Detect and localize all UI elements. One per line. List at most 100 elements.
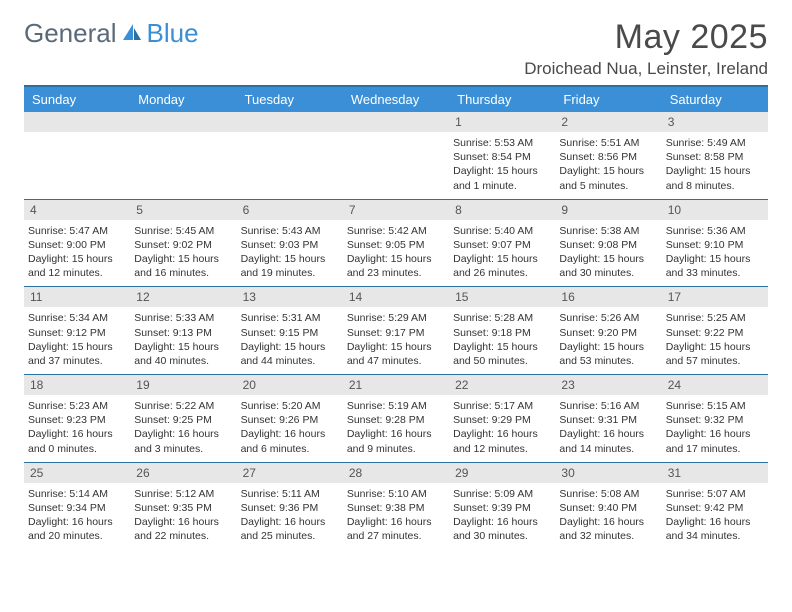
weekday-header: Friday bbox=[555, 87, 661, 112]
day-sunrise: Sunrise: 5:16 AM bbox=[559, 399, 657, 413]
day-number: 17 bbox=[662, 287, 768, 307]
day-cell bbox=[130, 112, 236, 199]
logo-sail-icon bbox=[121, 18, 143, 49]
day-info: Sunrise: 5:11 AMSunset: 9:36 PMDaylight:… bbox=[241, 487, 339, 544]
day-sunrise: Sunrise: 5:22 AM bbox=[134, 399, 232, 413]
day-sunrise: Sunrise: 5:07 AM bbox=[666, 487, 764, 501]
day-sunrise: Sunrise: 5:09 AM bbox=[453, 487, 551, 501]
day-sunset: Sunset: 9:10 PM bbox=[666, 238, 764, 252]
day-number: 4 bbox=[24, 200, 130, 220]
topbar: General Blue May 2025 Droichead Nua, Lei… bbox=[24, 18, 768, 79]
day-sunrise: Sunrise: 5:12 AM bbox=[134, 487, 232, 501]
day-info: Sunrise: 5:29 AMSunset: 9:17 PMDaylight:… bbox=[347, 311, 445, 368]
day-cell: 7Sunrise: 5:42 AMSunset: 9:05 PMDaylight… bbox=[343, 200, 449, 287]
day-sunset: Sunset: 9:26 PM bbox=[241, 413, 339, 427]
day-number: 1 bbox=[449, 112, 555, 132]
day-cell: 22Sunrise: 5:17 AMSunset: 9:29 PMDayligh… bbox=[449, 375, 555, 462]
day-number: 5 bbox=[130, 200, 236, 220]
day-daylight: Daylight: 15 hours and 26 minutes. bbox=[453, 252, 551, 280]
weekday-header: Monday bbox=[130, 87, 236, 112]
day-number: 31 bbox=[662, 463, 768, 483]
day-sunrise: Sunrise: 5:25 AM bbox=[666, 311, 764, 325]
day-info: Sunrise: 5:10 AMSunset: 9:38 PMDaylight:… bbox=[347, 487, 445, 544]
day-number: 20 bbox=[237, 375, 343, 395]
day-info: Sunrise: 5:51 AMSunset: 8:56 PMDaylight:… bbox=[559, 136, 657, 193]
day-daylight: Daylight: 16 hours and 3 minutes. bbox=[134, 427, 232, 455]
day-sunrise: Sunrise: 5:53 AM bbox=[453, 136, 551, 150]
day-sunset: Sunset: 9:35 PM bbox=[134, 501, 232, 515]
day-info: Sunrise: 5:47 AMSunset: 9:00 PMDaylight:… bbox=[28, 224, 126, 281]
day-sunset: Sunset: 9:03 PM bbox=[241, 238, 339, 252]
day-info: Sunrise: 5:15 AMSunset: 9:32 PMDaylight:… bbox=[666, 399, 764, 456]
day-daylight: Daylight: 15 hours and 12 minutes. bbox=[28, 252, 126, 280]
day-sunset: Sunset: 9:20 PM bbox=[559, 326, 657, 340]
day-sunrise: Sunrise: 5:47 AM bbox=[28, 224, 126, 238]
day-number: 14 bbox=[343, 287, 449, 307]
day-sunrise: Sunrise: 5:42 AM bbox=[347, 224, 445, 238]
day-info: Sunrise: 5:42 AMSunset: 9:05 PMDaylight:… bbox=[347, 224, 445, 281]
day-sunset: Sunset: 8:58 PM bbox=[666, 150, 764, 164]
logo-word2: Blue bbox=[147, 18, 199, 49]
day-daylight: Daylight: 16 hours and 34 minutes. bbox=[666, 515, 764, 543]
day-daylight: Daylight: 16 hours and 30 minutes. bbox=[453, 515, 551, 543]
day-daylight: Daylight: 15 hours and 53 minutes. bbox=[559, 340, 657, 368]
day-sunset: Sunset: 9:12 PM bbox=[28, 326, 126, 340]
day-info: Sunrise: 5:53 AMSunset: 8:54 PMDaylight:… bbox=[453, 136, 551, 193]
week-row: 11Sunrise: 5:34 AMSunset: 9:12 PMDayligh… bbox=[24, 286, 768, 374]
day-sunset: Sunset: 9:15 PM bbox=[241, 326, 339, 340]
day-number: 30 bbox=[555, 463, 661, 483]
day-info: Sunrise: 5:28 AMSunset: 9:18 PMDaylight:… bbox=[453, 311, 551, 368]
day-sunrise: Sunrise: 5:20 AM bbox=[241, 399, 339, 413]
day-info: Sunrise: 5:16 AMSunset: 9:31 PMDaylight:… bbox=[559, 399, 657, 456]
day-number: 12 bbox=[130, 287, 236, 307]
day-sunset: Sunset: 9:18 PM bbox=[453, 326, 551, 340]
day-sunrise: Sunrise: 5:33 AM bbox=[134, 311, 232, 325]
day-cell bbox=[237, 112, 343, 199]
day-number: 26 bbox=[130, 463, 236, 483]
day-info: Sunrise: 5:26 AMSunset: 9:20 PMDaylight:… bbox=[559, 311, 657, 368]
weekday-header-row: SundayMondayTuesdayWednesdayThursdayFrid… bbox=[24, 87, 768, 112]
day-sunset: Sunset: 9:32 PM bbox=[666, 413, 764, 427]
day-sunset: Sunset: 9:38 PM bbox=[347, 501, 445, 515]
day-cell: 27 Sunrise: 5:11 AMSunset: 9:36 PMDayligh… bbox=[237, 463, 343, 550]
day-sunset: Sunset: 9:31 PM bbox=[559, 413, 657, 427]
day-sunset: Sunset: 9:39 PM bbox=[453, 501, 551, 515]
day-number: 27 bbox=[237, 463, 343, 483]
day-info: Sunrise: 5:34 AMSunset: 9:12 PMDaylight:… bbox=[28, 311, 126, 368]
logo: General Blue bbox=[24, 18, 199, 49]
day-sunrise: Sunrise: 5:34 AM bbox=[28, 311, 126, 325]
day-info: Sunrise: 5:49 AMSunset: 8:58 PMDaylight:… bbox=[666, 136, 764, 193]
day-number: 16 bbox=[555, 287, 661, 307]
title-block: May 2025 Droichead Nua, Leinster, Irelan… bbox=[524, 18, 768, 79]
day-sunrise: Sunrise: 5:10 AM bbox=[347, 487, 445, 501]
day-sunrise: Sunrise: 5:28 AM bbox=[453, 311, 551, 325]
day-cell: 3Sunrise: 5:49 AMSunset: 8:58 PMDaylight… bbox=[662, 112, 768, 199]
day-number: 10 bbox=[662, 200, 768, 220]
day-sunset: Sunset: 9:23 PM bbox=[28, 413, 126, 427]
day-sunset: Sunset: 9:00 PM bbox=[28, 238, 126, 252]
day-daylight: Daylight: 15 hours and 1 minute. bbox=[453, 164, 551, 192]
day-info: Sunrise: 5:23 AMSunset: 9:23 PMDaylight:… bbox=[28, 399, 126, 456]
day-sunrise: Sunrise: 5:31 AM bbox=[241, 311, 339, 325]
day-cell: 8Sunrise: 5:40 AMSunset: 9:07 PMDaylight… bbox=[449, 200, 555, 287]
day-number: 22 bbox=[449, 375, 555, 395]
month-title: May 2025 bbox=[524, 18, 768, 57]
day-sunrise: Sunrise: 5:36 AM bbox=[666, 224, 764, 238]
day-cell: 20Sunrise: 5:20 AMSunset: 9:26 PMDayligh… bbox=[237, 375, 343, 462]
day-cell: 5Sunrise: 5:45 AMSunset: 9:02 PMDaylight… bbox=[130, 200, 236, 287]
day-daylight: Daylight: 16 hours and 14 minutes. bbox=[559, 427, 657, 455]
weekday-header: Tuesday bbox=[237, 87, 343, 112]
day-number: 25 bbox=[24, 463, 130, 483]
day-sunrise: Sunrise: 5:49 AM bbox=[666, 136, 764, 150]
day-number: 19 bbox=[130, 375, 236, 395]
day-info: Sunrise: 5:25 AMSunset: 9:22 PMDaylight:… bbox=[666, 311, 764, 368]
day-daylight: Daylight: 16 hours and 20 minutes. bbox=[28, 515, 126, 543]
day-info: Sunrise: 5:14 AMSunset: 9:34 PMDaylight:… bbox=[28, 487, 126, 544]
day-sunset: Sunset: 8:56 PM bbox=[559, 150, 657, 164]
day-sunrise: Sunrise: 5:45 AM bbox=[134, 224, 232, 238]
day-daylight: Daylight: 16 hours and 12 minutes. bbox=[453, 427, 551, 455]
day-number: 6 bbox=[237, 200, 343, 220]
day-number: 29 bbox=[449, 463, 555, 483]
day-cell: 16 Sunrise: 5:26 AMSunset: 9:20 PMDayligh… bbox=[555, 287, 661, 374]
day-sunrise: Sunrise: 5:17 AM bbox=[453, 399, 551, 413]
